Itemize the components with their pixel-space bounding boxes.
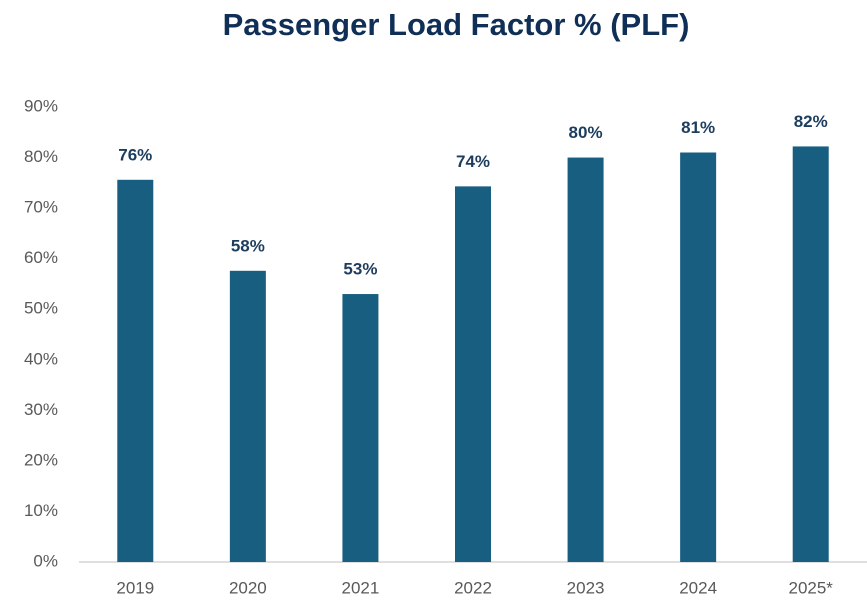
y-tick-label: 40%: [24, 349, 58, 368]
x-tick-label: 2021: [342, 578, 380, 597]
bar: [117, 179, 154, 563]
y-tick-label: 70%: [24, 198, 58, 217]
data-label: 53%: [343, 260, 377, 279]
chart-title: Passenger Load Factor % (PLF): [223, 7, 690, 42]
y-tick-label: 90%: [24, 96, 58, 115]
x-tick-label: 2023: [567, 578, 605, 597]
x-tick-label: 2025*: [788, 578, 833, 597]
data-label: 80%: [569, 123, 603, 142]
y-tick-label: 80%: [24, 147, 58, 166]
y-tick-label: 20%: [24, 450, 58, 469]
data-label: 74%: [456, 152, 490, 171]
y-tick-label: 10%: [24, 501, 58, 520]
bar: [792, 146, 829, 562]
data-label: 82%: [794, 112, 828, 131]
x-tick-label: 2019: [116, 578, 154, 597]
data-label: 58%: [231, 236, 265, 255]
data-label: 81%: [681, 118, 715, 137]
y-tick-label: 60%: [24, 248, 58, 267]
x-tick-label: 2022: [454, 578, 492, 597]
data-label: 76%: [118, 145, 152, 164]
x-tick-label: 2020: [229, 578, 267, 597]
bar: [455, 186, 491, 562]
bar: [229, 270, 266, 562]
y-tick-label: 50%: [24, 299, 58, 318]
bar: [567, 157, 604, 563]
y-tick-label: 0%: [33, 551, 58, 570]
bar: [680, 152, 717, 562]
bar: [342, 294, 379, 562]
x-tick-label: 2024: [679, 578, 717, 597]
y-tick-label: 30%: [24, 400, 58, 419]
